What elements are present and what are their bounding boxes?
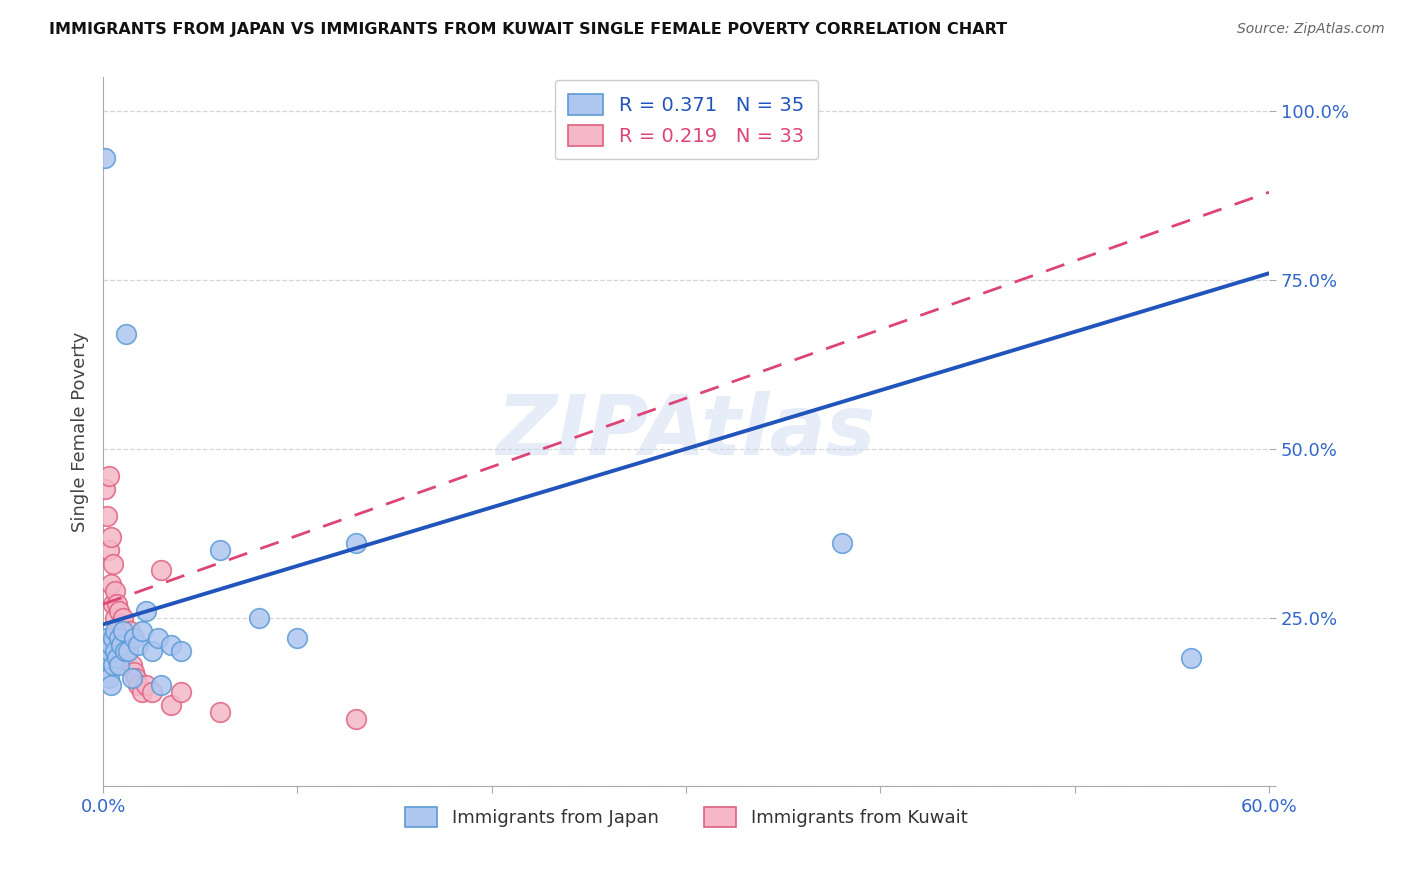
Point	[104, 644, 127, 658]
Point	[127, 638, 149, 652]
Point	[96, 651, 118, 665]
Point	[170, 685, 193, 699]
Point	[96, 509, 118, 524]
Point	[208, 705, 231, 719]
Point	[101, 657, 124, 672]
Point	[100, 678, 122, 692]
Point	[122, 631, 145, 645]
Point	[831, 536, 853, 550]
Point	[247, 610, 270, 624]
Point	[97, 468, 120, 483]
Point	[141, 685, 163, 699]
Point	[111, 624, 134, 639]
Point	[344, 712, 367, 726]
Point	[101, 557, 124, 571]
Point	[101, 631, 124, 645]
Legend: Immigrants from Japan, Immigrants from Kuwait: Immigrants from Japan, Immigrants from K…	[398, 800, 974, 834]
Point	[120, 624, 142, 639]
Point	[170, 644, 193, 658]
Point	[131, 624, 153, 639]
Point	[111, 631, 134, 645]
Point	[107, 657, 129, 672]
Point	[94, 483, 117, 497]
Point	[117, 644, 139, 658]
Point	[150, 678, 173, 692]
Point	[125, 672, 148, 686]
Y-axis label: Single Female Poverty: Single Female Poverty	[72, 332, 89, 533]
Point	[105, 651, 128, 665]
Point	[114, 644, 136, 658]
Point	[104, 624, 127, 639]
Point	[105, 624, 128, 639]
Text: Source: ZipAtlas.com: Source: ZipAtlas.com	[1237, 22, 1385, 37]
Point	[110, 638, 132, 652]
Point	[127, 678, 149, 692]
Point	[122, 665, 145, 679]
Point	[97, 672, 120, 686]
Point	[344, 536, 367, 550]
Point	[100, 638, 122, 652]
Text: ZIPAtlas: ZIPAtlas	[496, 392, 876, 473]
Point	[208, 543, 231, 558]
Point	[146, 631, 169, 645]
Point	[287, 631, 309, 645]
Point	[110, 617, 132, 632]
Point	[150, 563, 173, 577]
Point	[104, 610, 127, 624]
Point	[121, 672, 143, 686]
Point	[131, 685, 153, 699]
Point	[141, 644, 163, 658]
Point	[101, 597, 124, 611]
Point	[135, 604, 157, 618]
Point	[111, 610, 134, 624]
Point	[160, 638, 183, 652]
Point	[105, 597, 128, 611]
Point	[107, 604, 129, 618]
Point	[117, 644, 139, 658]
Point	[115, 631, 138, 645]
Point	[104, 583, 127, 598]
Point	[107, 631, 129, 645]
Point	[121, 657, 143, 672]
Point	[114, 638, 136, 652]
Point	[100, 577, 122, 591]
Point	[135, 678, 157, 692]
Point	[96, 631, 118, 645]
Point	[97, 543, 120, 558]
Point	[160, 698, 183, 713]
Point	[107, 631, 129, 645]
Point	[100, 530, 122, 544]
Point	[97, 644, 120, 658]
Point	[94, 152, 117, 166]
Point	[115, 326, 138, 341]
Text: IMMIGRANTS FROM JAPAN VS IMMIGRANTS FROM KUWAIT SINGLE FEMALE POVERTY CORRELATIO: IMMIGRANTS FROM JAPAN VS IMMIGRANTS FROM…	[49, 22, 1007, 37]
Point	[1180, 651, 1202, 665]
